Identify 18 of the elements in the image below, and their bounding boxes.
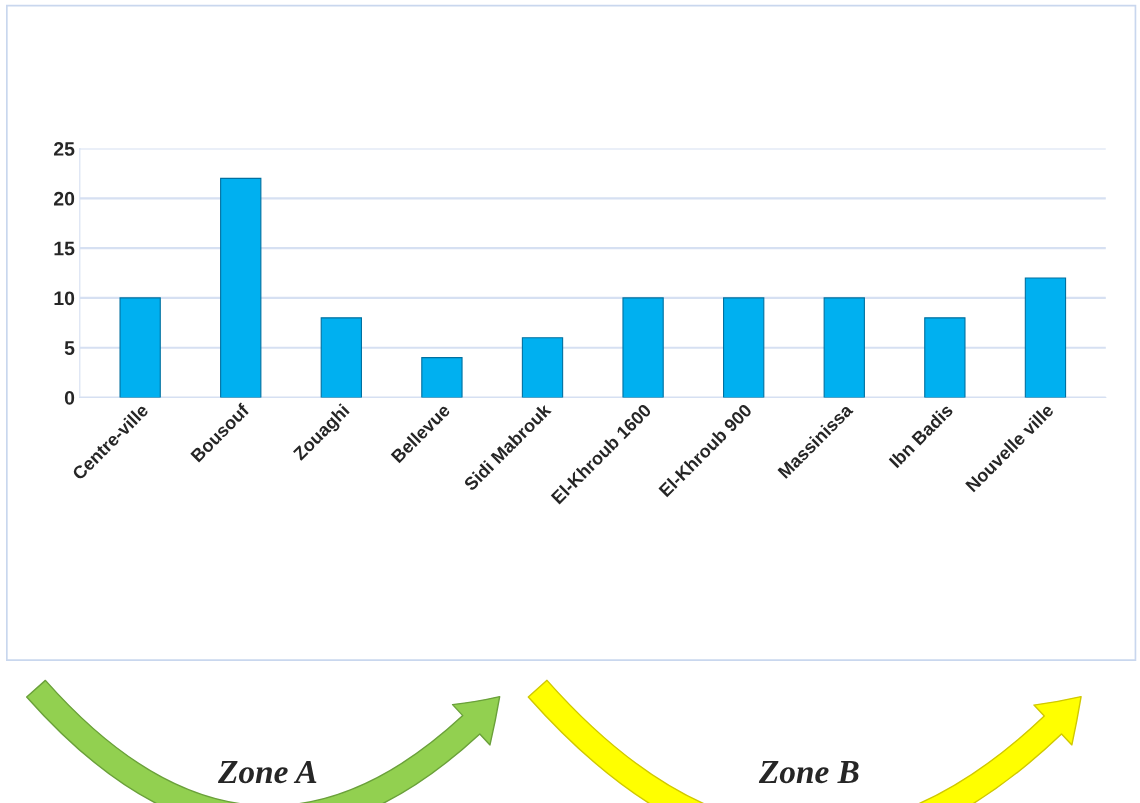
y-tick-label: 0 [64, 390, 75, 405]
bar [823, 297, 865, 398]
bar [119, 297, 161, 398]
y-tick-label: 5 [64, 341, 75, 355]
bar [1024, 277, 1067, 398]
bar [421, 357, 463, 398]
bar [924, 317, 966, 398]
y-tick-label: 10 [54, 291, 75, 306]
bar [521, 337, 564, 398]
bar [622, 297, 664, 398]
bar [723, 297, 765, 398]
text: Zone A [217, 760, 317, 784]
y-tick-label: 15 [54, 241, 75, 256]
bar [320, 317, 363, 398]
text: Zone B [758, 761, 859, 784]
bar [220, 177, 262, 398]
y-tick-label: 25 [53, 142, 75, 156]
y-tick-label: 20 [53, 191, 75, 206]
